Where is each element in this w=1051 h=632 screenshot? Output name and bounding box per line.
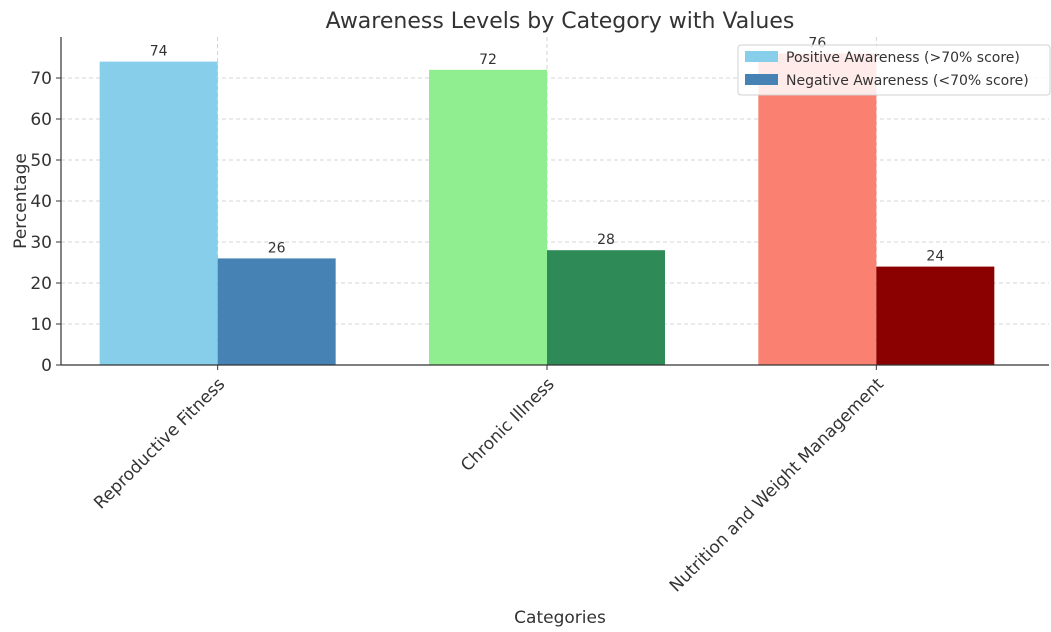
x-tick-label: Nutrition and Weight Management: [666, 374, 888, 596]
x-tick-label: Reproductive Fitness: [90, 374, 229, 513]
y-tick-label: 70: [30, 69, 52, 89]
bar-negative-1: [547, 250, 665, 365]
bar-negative-0: [217, 258, 336, 365]
bar-value-label: 26: [268, 240, 286, 256]
bar-positive-0: [99, 61, 218, 365]
legend-box: [737, 44, 1051, 96]
legend-swatch-positive: [745, 51, 778, 62]
legend-swatch-negative: [745, 74, 778, 85]
x-tick-label: Chronic Illness: [457, 374, 558, 475]
y-tick-label: 10: [30, 315, 52, 335]
y-tick-label: 30: [30, 233, 52, 253]
chart-title: Awareness Levels by Category with Values: [326, 9, 795, 34]
bar-negative-2: [876, 266, 995, 365]
y-tick-label: 40: [30, 192, 52, 212]
bars-layer: [99, 53, 995, 366]
bar-positive-2: [758, 53, 877, 366]
bar-value-label: 72: [479, 52, 497, 68]
bar-value-label: 24: [926, 249, 944, 265]
y-tick-label: 0: [41, 356, 52, 376]
bar-value-label: 28: [597, 232, 615, 248]
y-axis-label: Percentage: [11, 153, 31, 249]
legend-label-negative: Negative Awareness (<70% score): [786, 73, 1029, 89]
y-tick-label: 60: [30, 110, 52, 130]
bar-positive-1: [429, 69, 547, 366]
legend-label-positive: Positive Awareness (>70% score): [786, 50, 1020, 66]
y-tick-label: 20: [30, 274, 52, 294]
legend: Positive Awareness (>70% score) Negative…: [737, 44, 1051, 96]
bar-value-label: 74: [150, 44, 168, 60]
x-axis-label: Categories: [514, 608, 606, 628]
y-tick-label: 50: [30, 151, 52, 171]
